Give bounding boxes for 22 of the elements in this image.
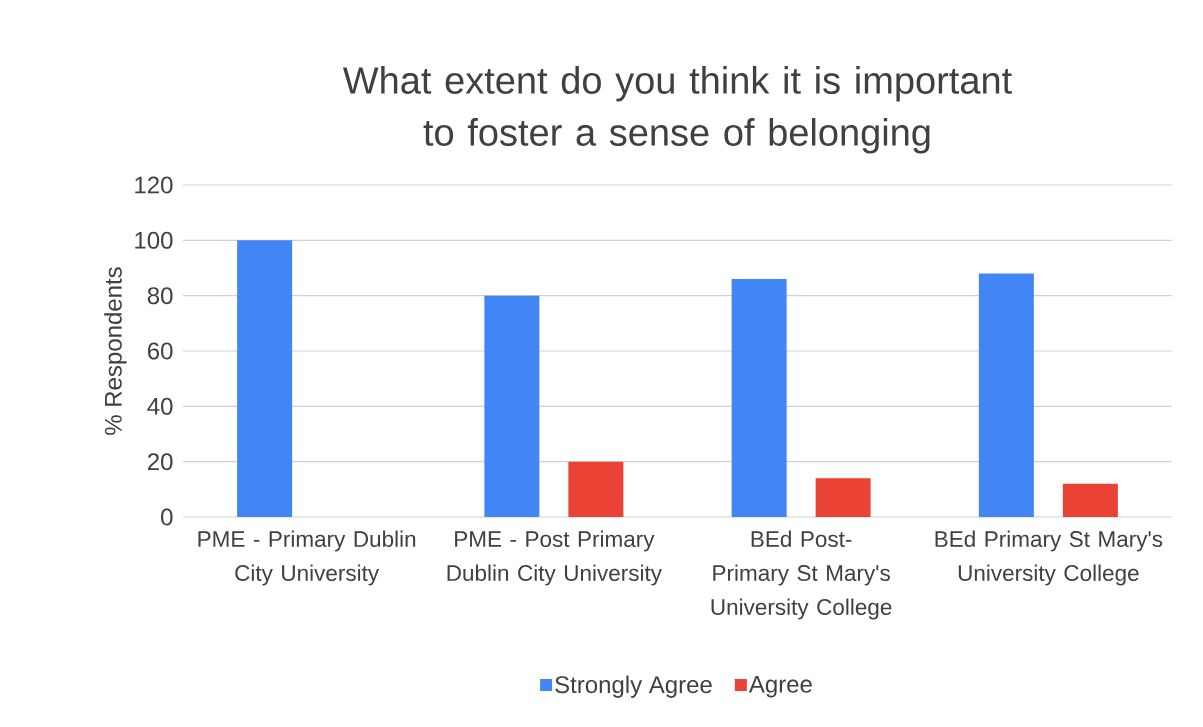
y-tick-label: 60: [148, 342, 173, 360]
bar: [815, 478, 871, 517]
chart-title: What extent do you think it is important to foster a sense of belonging: [342, 66, 1012, 154]
x-tick-label: BEd Post-Primary St Mary's University College: [711, 530, 892, 620]
x-tick-label: BEd Primary St Mary's University College: [935, 530, 1163, 586]
bar: [1062, 483, 1118, 517]
x-tick-label: PME - Post Primary Dublin City University: [447, 530, 662, 586]
bar: [978, 273, 1034, 517]
y-tick-label: 0: [161, 508, 173, 526]
y-tick-label: 40: [147, 397, 173, 415]
x-tick-label: PME - Primary Dublin City University: [198, 530, 416, 586]
legend-label: Strongly Agree: [555, 675, 712, 698]
y-axis-title: % Respondents: [104, 267, 127, 435]
bar: [237, 240, 293, 517]
bar: [568, 461, 624, 517]
y-tick-label: 80: [147, 287, 173, 305]
legend-label: Agree: [748, 675, 812, 698]
y-tick-label: 120: [135, 176, 173, 194]
bar: [484, 295, 540, 517]
y-tick-label: 100: [135, 231, 173, 249]
y-tick-label: 20: [147, 453, 173, 471]
bar: [731, 279, 787, 517]
